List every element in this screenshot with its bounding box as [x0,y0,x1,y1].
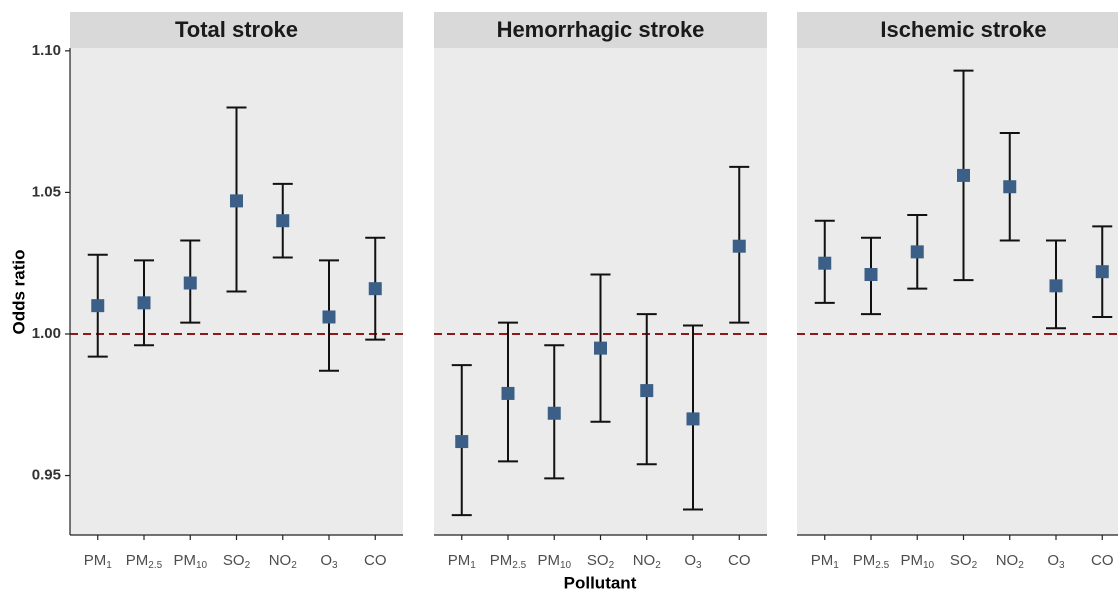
x-tick-label-main: CO [728,552,751,569]
x-tick-label-sub: 3 [696,560,702,571]
x-tick-label-sub: 10 [560,560,572,571]
x-tick-label-main: PM [900,552,923,569]
panel-title: Total stroke [175,17,298,42]
x-tick-label: PM1 [84,552,113,571]
x-tick-label: PM10 [173,552,207,571]
strip [70,12,403,48]
point [501,386,515,400]
x-tick-label-main: PM [853,552,876,569]
point [91,299,105,313]
x-tick-label-main: NO [269,552,292,569]
x-tick-label-main: PM [537,552,560,569]
x-tick-label-sub: 1 [470,560,476,571]
x-tick-label-main: PM [811,552,834,569]
point [910,245,924,259]
point [1095,265,1109,279]
x-tick-label-sub: 3 [332,560,338,571]
strip [797,12,1118,48]
x-tick-label-main: SO [587,552,609,569]
x-tick-label-main: SO [950,552,972,569]
x-tick-label-sub: 2 [609,560,615,571]
x-tick-label: PM1 [811,552,840,571]
x-tick-label-sub: 2.5 [148,560,162,571]
x-tick-label-sub: 2 [972,560,978,571]
x-tick-label: NO2 [269,552,298,571]
x-tick-label: O3 [1047,552,1065,571]
x-tick-label: NO2 [633,552,662,571]
x-tick-label: PM2.5 [853,552,890,571]
point [183,276,197,290]
point [455,435,469,449]
point [276,214,290,228]
x-tick-label: PM10 [900,552,934,571]
point [230,194,243,208]
x-tick-label: PM10 [537,552,571,571]
x-tick-label: SO2 [950,552,978,571]
point [1003,180,1017,194]
y-tick-label: 0.95 [32,467,61,484]
x-tick-label-sub: 1 [106,560,112,571]
x-tick-label: PM1 [448,552,477,571]
x-tick-label-main: PM [126,552,149,569]
x-tick-label-main: SO [223,552,245,569]
x-tick-label-main: PM [173,552,196,569]
x-tick-label: CO [728,552,751,569]
x-tick-label-main: O [320,552,332,569]
point [594,341,607,355]
x-tick-label-sub: 2.5 [875,560,889,571]
x-tick-label-sub: 2.5 [512,560,526,571]
x-tick-label-main: NO [996,552,1019,569]
x-tick-label-sub: 2 [245,560,251,571]
x-tick-label-sub: 2 [655,560,661,571]
x-tick-label-main: PM [84,552,107,569]
y-tick-label: 1.00 [32,325,61,342]
y-axis-label: Odds ratio [9,249,28,334]
x-tick-label-main: NO [633,552,656,569]
point [322,310,336,324]
x-tick-label: CO [364,552,387,569]
point [957,168,970,182]
strip [434,12,767,48]
point [686,412,700,426]
x-axis-label: Pollutant [564,573,637,592]
point [864,268,878,282]
x-tick-label-sub: 2 [291,560,297,571]
x-tick-label: PM2.5 [126,552,163,571]
x-tick-label: NO2 [996,552,1025,571]
x-tick-label-sub: 1 [833,560,839,571]
panel-title: Ischemic stroke [880,17,1046,42]
point [640,384,654,398]
x-tick-label-sub: 3 [1059,560,1065,571]
point [547,406,561,420]
panel-title: Hemorrhagic stroke [497,17,705,42]
x-tick-label: SO2 [587,552,615,571]
point [1049,279,1063,293]
point [732,239,746,253]
y-tick-label: 1.05 [32,183,61,200]
x-tick-label: CO [1091,552,1114,569]
x-tick-label-main: O [1047,552,1059,569]
x-tick-label-sub: 2 [1018,560,1024,571]
x-tick-label-sub: 10 [923,560,935,571]
x-tick-label-sub: 10 [196,560,208,571]
x-tick-label: O3 [684,552,702,571]
x-tick-label: O3 [320,552,338,571]
point [368,282,382,296]
panel-background [797,48,1118,535]
x-tick-label-main: CO [1091,552,1114,569]
x-tick-label-main: CO [364,552,387,569]
x-tick-label: SO2 [223,552,251,571]
x-tick-label: PM2.5 [490,552,527,571]
point [818,256,832,270]
x-tick-label-main: O [684,552,696,569]
x-tick-label-main: PM [448,552,471,569]
x-tick-label-main: PM [490,552,513,569]
point [137,296,151,310]
y-tick-label: 1.10 [32,42,61,59]
